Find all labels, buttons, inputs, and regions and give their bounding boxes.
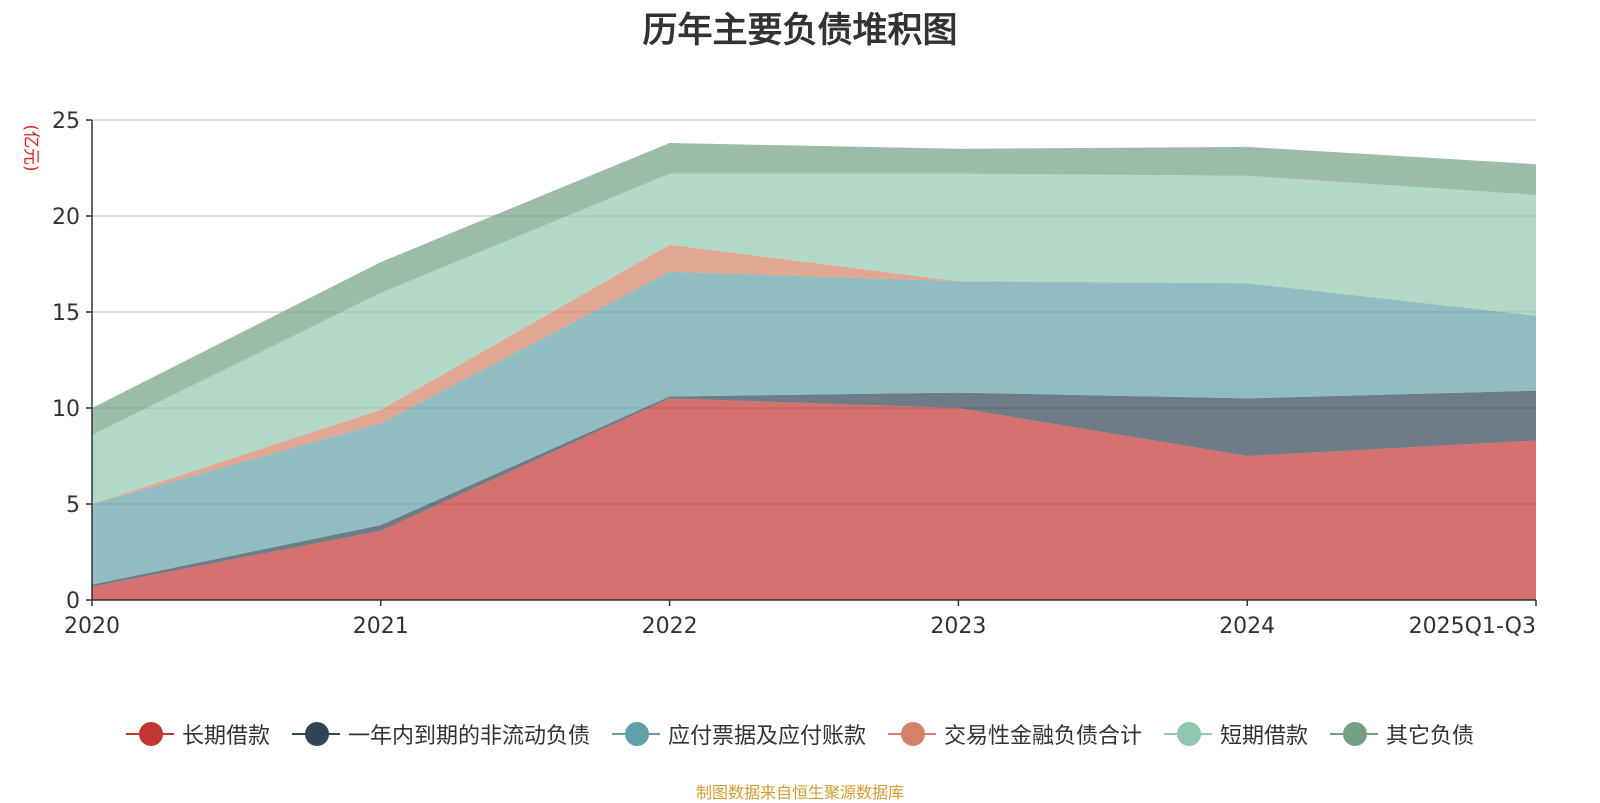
legend-marker — [611, 721, 660, 747]
legend-label: 其它负债 — [1386, 724, 1475, 749]
legend-marker-dot — [304, 722, 329, 746]
area-series-6 — [92, 143, 1536, 435]
legend-label: 长期借款 — [181, 724, 270, 749]
y-tick-label: 25 — [52, 109, 80, 134]
legend-marker — [291, 721, 340, 747]
chart-title: 历年主要负债堆积图 — [642, 11, 958, 51]
legend-label: 短期借款 — [1220, 724, 1309, 749]
legend-label: 应付票据及应付账款 — [667, 724, 866, 749]
legend-item-3[interactable]: 应付票据及应付账款 — [611, 718, 866, 750]
legend-item-6[interactable]: 其它负债 — [1330, 718, 1474, 750]
legend-item-5[interactable]: 短期借款 — [1164, 718, 1308, 750]
legend-marker-dot — [138, 722, 163, 746]
legend-item-4[interactable]: 交易性金融负债合计 — [888, 718, 1142, 750]
x-tick-label: 2022 — [642, 614, 698, 639]
y-tick-label: 0 — [66, 589, 80, 614]
x-tick-label: 2025Q1-Q3 — [1409, 614, 1536, 639]
legend-marker-dot — [901, 722, 925, 746]
legend-marker — [125, 721, 174, 747]
area-series-5 — [92, 173, 1536, 505]
x-tick-label: 2020 — [64, 614, 120, 639]
legend-label: 一年内到期的非流动负债 — [347, 724, 590, 749]
legend-item-2[interactable]: 一年内到期的非流动负债 — [291, 718, 590, 750]
y-tick-label: 15 — [52, 301, 80, 326]
area-series-1 — [92, 398, 1536, 600]
legend-marker-dot — [624, 722, 649, 746]
x-tick-label: 2021 — [353, 614, 409, 639]
legend: 长期借款 一年内到期的非流动负债 应付票据及应付账款 交易性金融负债合计 短期借款 其它负… — [0, 718, 1600, 750]
area-series-2 — [92, 390, 1536, 587]
chart-area: 0 5 10 15 20 25 2020 2021 2022 2023 2024 2025Q1-Q3 — [52, 109, 1537, 639]
x-tick-label: 2024 — [1219, 614, 1275, 639]
axes: 0 5 10 15 20 25 2020 2021 2022 2023 2024 2025Q1-Q3 — [52, 109, 1537, 639]
area-series — [92, 143, 1536, 600]
legend-label: 交易性金融负债合计 — [944, 724, 1143, 749]
y-tick-label: 5 — [66, 493, 80, 518]
area-series-3 — [92, 271, 1536, 585]
legend-marker-dot — [1343, 722, 1368, 746]
x-tick-label: 2023 — [930, 614, 986, 639]
data-source-note: 制图数据来自恒生聚源数据库 — [695, 783, 904, 802]
legend-marker — [1330, 721, 1379, 747]
y-tick-label: 10 — [52, 397, 80, 422]
y-tick-label: 20 — [52, 205, 80, 230]
legend-marker — [888, 721, 936, 747]
legend-item-1[interactable]: 长期借款 — [125, 718, 270, 750]
legend-marker-dot — [1177, 722, 1202, 746]
legend-marker — [1164, 721, 1213, 747]
